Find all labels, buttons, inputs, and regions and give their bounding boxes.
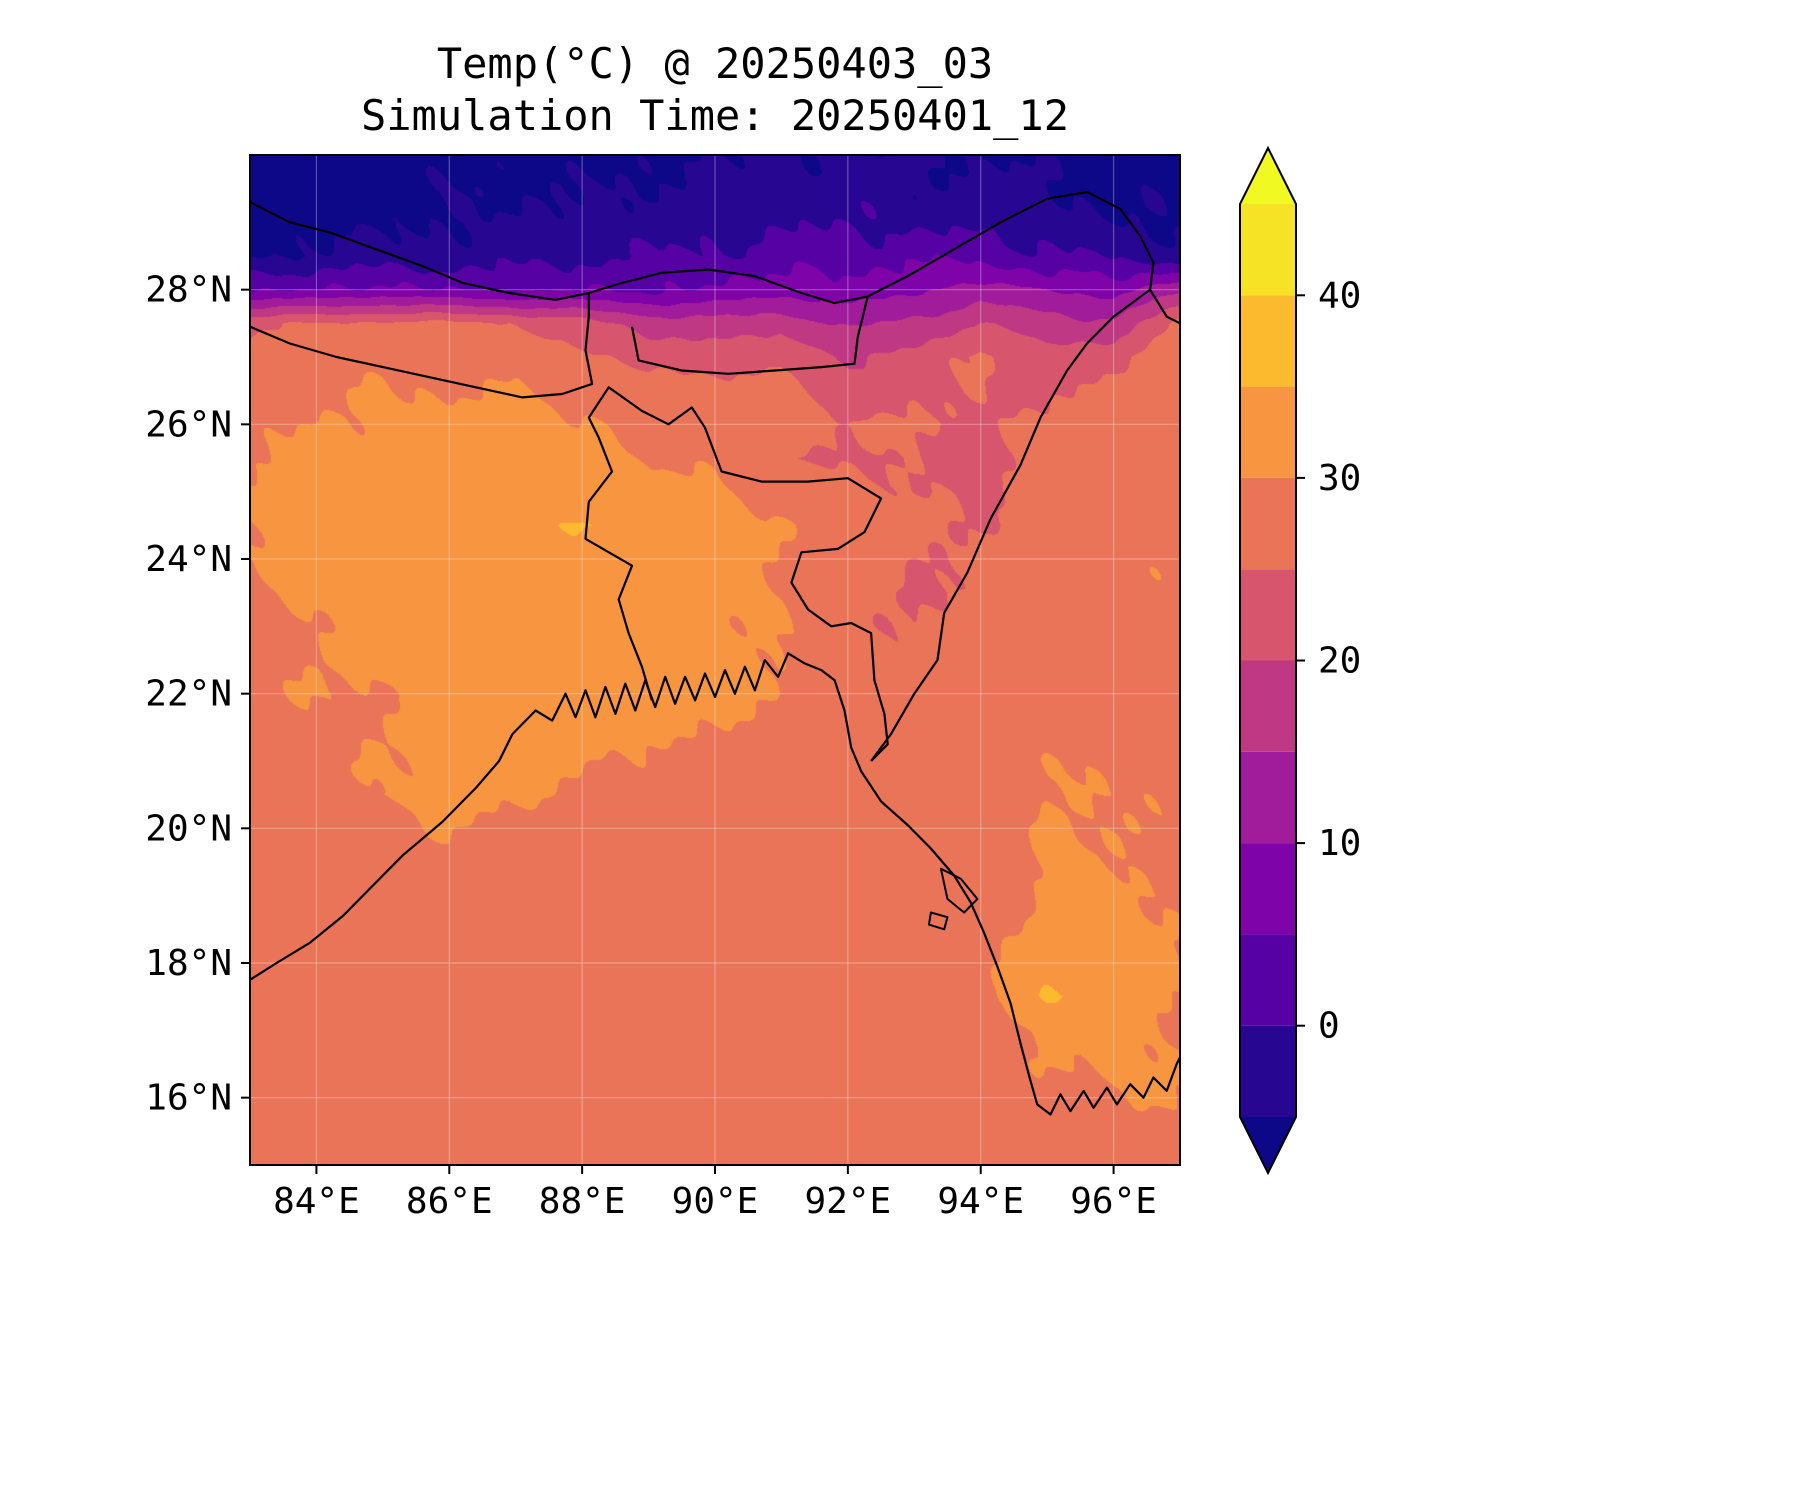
x-tick-label: 88°E: [539, 1181, 626, 1222]
colorbar-tick-label: 10: [1318, 823, 1361, 864]
y-tick-label: 28°N: [145, 270, 232, 311]
temperature-field-canvas: [250, 155, 1180, 1165]
y-tick-label: 18°N: [145, 943, 232, 984]
colorbar-band: [1240, 934, 1296, 1026]
border-path: [250, 190, 1180, 325]
x-tick-label: 86°E: [406, 1181, 493, 1222]
island-path: [939, 867, 979, 914]
colorbar-band: [1240, 386, 1296, 478]
colorbar-band: [1240, 569, 1296, 661]
colorbar-outline: [1239, 145, 1297, 1176]
colorbar-band: [1240, 1025, 1296, 1117]
colorbar-band: [1240, 751, 1296, 844]
border-path: [584, 386, 889, 762]
border-path: [870, 288, 1151, 762]
colorbar-tick-label: 40: [1318, 275, 1361, 316]
x-tick-label: 84°E: [273, 1181, 360, 1222]
plot-title-line2: Simulation Time: 20250401_12: [360, 91, 1069, 140]
border-path: [630, 296, 869, 375]
colorbar-over-arrow: [1240, 148, 1296, 204]
y-tick-label: 26°N: [145, 404, 232, 445]
colorbar-under-arrow: [1240, 1117, 1296, 1173]
colorbar-band: [1240, 204, 1296, 296]
border-path: [250, 293, 594, 399]
colorbar-band: [1240, 660, 1296, 752]
colorbar-tick-label: 0: [1318, 1006, 1340, 1047]
y-tick-label: 16°N: [145, 1078, 232, 1119]
colorbar-tick-label: 20: [1318, 641, 1361, 682]
y-tick-label: 24°N: [145, 539, 232, 580]
island-path: [927, 911, 949, 931]
x-tick-label: 96°E: [1070, 1181, 1157, 1222]
colorbar-band: [1240, 477, 1296, 570]
colorbar-band: [1240, 295, 1296, 387]
plot-title: Temp(°C) @ 20250403_03 Simulation Time: …: [250, 38, 1180, 142]
x-tick-label: 94°E: [937, 1181, 1024, 1222]
coastline-path: [250, 652, 1180, 1116]
colorbar-tick-label: 30: [1318, 458, 1361, 499]
x-tick-label: 92°E: [805, 1181, 892, 1222]
map-layer: [250, 155, 1180, 1165]
plot-title-line1: Temp(°C) @ 20250403_03: [436, 39, 994, 88]
y-tick-label: 20°N: [145, 808, 232, 849]
y-tick-label: 22°N: [145, 674, 232, 715]
colorbar-band: [1240, 843, 1296, 935]
x-tick-label: 90°E: [672, 1181, 759, 1222]
